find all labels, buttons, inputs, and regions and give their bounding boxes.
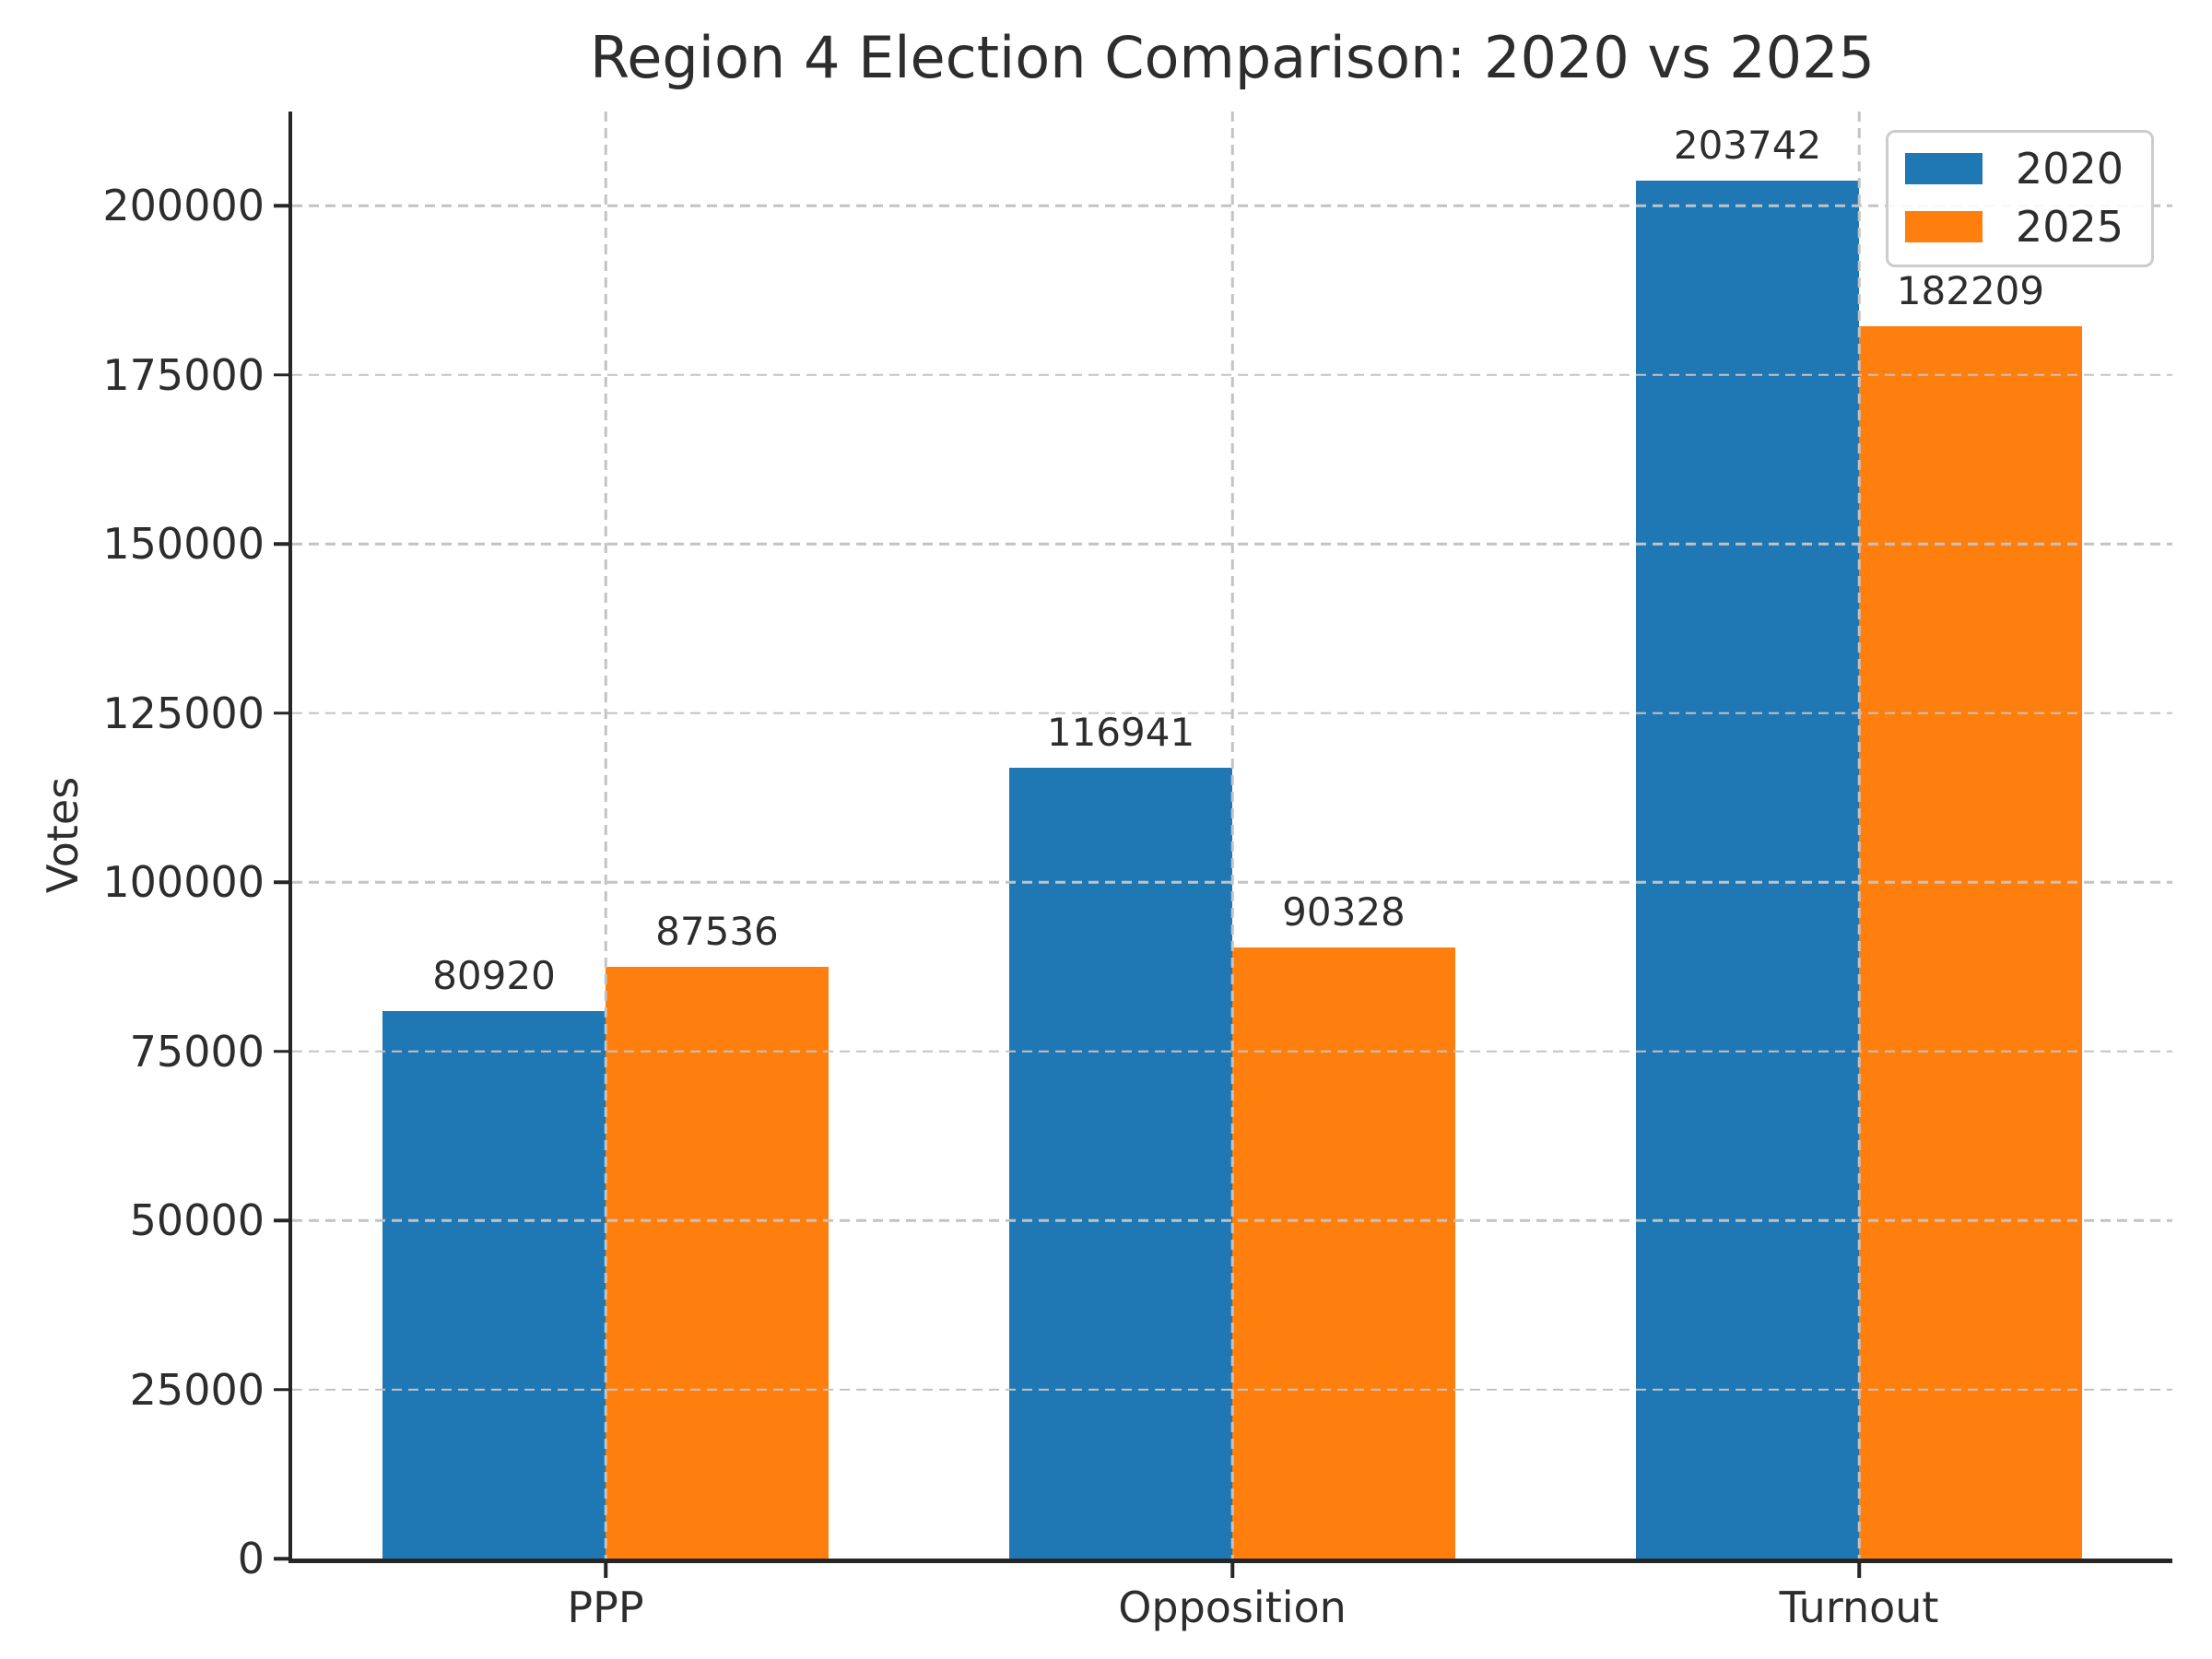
bar-2020-Opposition <box>1009 767 1232 1559</box>
bar-value-label: 90328 <box>1282 889 1406 935</box>
legend-label: 2020 <box>2015 144 2124 194</box>
y-tick-label: 175000 <box>102 349 265 400</box>
x-tick-mark <box>1857 1563 1861 1578</box>
bar-value-label: 80920 <box>432 953 556 999</box>
bar-2020-Turnout <box>1636 180 1859 1559</box>
y-tick-mark <box>274 542 288 546</box>
y-tick-label: 150000 <box>102 519 265 570</box>
legend-label: 2025 <box>2015 201 2124 252</box>
x-tick-label-Opposition: Opposition <box>1118 1583 1347 1632</box>
y-axis-label: Votes <box>38 776 88 894</box>
y-tick-mark <box>274 372 288 377</box>
legend-swatch <box>1904 153 1983 185</box>
y-tick-label: 200000 <box>102 181 265 231</box>
plot-area: 2020 2025 80920 116941 203742 87536 90328 1822… <box>102 112 2172 1632</box>
x-tick-mark <box>604 1563 607 1578</box>
v-gridline <box>604 112 607 1559</box>
legend-entry: 2025 <box>1904 201 2124 252</box>
y-tick-label: 0 <box>237 1534 265 1583</box>
x-axis-spine <box>288 1559 2172 1563</box>
x-tick-mark <box>1230 1563 1234 1578</box>
y-tick-mark <box>274 1557 288 1560</box>
y-tick-label: 125000 <box>102 688 265 738</box>
x-tick-label-Turnout: Turnout <box>1779 1583 1939 1632</box>
y-tick-mark <box>274 204 288 207</box>
y-tick-mark <box>274 880 288 884</box>
bar-2025-Opposition <box>1232 947 1455 1559</box>
y-tick-mark <box>274 711 288 715</box>
bar-value-label: 87536 <box>655 908 779 954</box>
legend: 2020 2025 <box>1885 130 2154 268</box>
y-tick-label: 100000 <box>102 857 265 908</box>
bar-2025-Turnout <box>1859 325 2082 1559</box>
y-tick-mark <box>274 1218 288 1222</box>
bar-value-label: 203742 <box>1673 122 1822 168</box>
y-axis-spine <box>288 112 292 1563</box>
bar-2020-PPP <box>382 1011 606 1559</box>
y-tick-label: 50000 <box>129 1195 265 1246</box>
bar-2025-PPP <box>606 966 829 1559</box>
y-tick-mark <box>274 1049 288 1053</box>
y-tick-label: 25000 <box>129 1364 265 1415</box>
legend-swatch <box>1904 210 1983 242</box>
bar-value-label: 182209 <box>1896 267 2045 313</box>
x-tick-label-PPP: PPP <box>567 1583 644 1632</box>
chart-title: Region 4 Election Comparison: 2020 vs 20… <box>589 24 1875 91</box>
y-tick-label: 75000 <box>129 1026 265 1077</box>
v-gridline <box>1857 112 1861 1559</box>
legend-entry: 2020 <box>1904 144 2124 194</box>
bar-value-label: 116941 <box>1046 709 1195 755</box>
v-gridline <box>1230 112 1234 1559</box>
y-tick-mark <box>274 1387 288 1392</box>
